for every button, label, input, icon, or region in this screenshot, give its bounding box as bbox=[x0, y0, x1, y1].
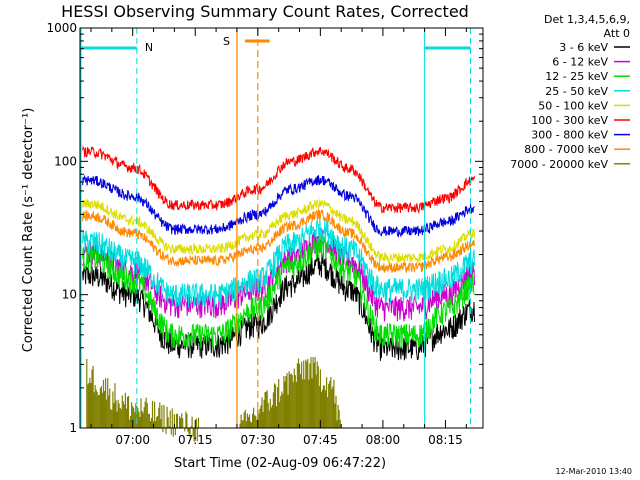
y-tick-label: 1000 bbox=[46, 21, 77, 35]
y-tick-label: 1 bbox=[69, 421, 77, 435]
y-axis-label: Corrected Count Rate (s⁻¹ detector⁻¹) bbox=[21, 108, 36, 353]
x-tick-label: 07:45 bbox=[303, 433, 338, 447]
series-0 bbox=[82, 253, 475, 361]
legend-label: 25 - 50 keV bbox=[545, 85, 608, 98]
legend-label: 300 - 800 keV bbox=[531, 129, 608, 142]
legend-label: 6 - 12 keV bbox=[552, 56, 608, 69]
series-6 bbox=[82, 174, 475, 238]
axes: 1 10 100 1000 07:00 07:15 07:30 07:45 08:00 08:15 bbox=[46, 21, 484, 447]
legend-label: 7000 - 20000 keV bbox=[510, 158, 608, 171]
series-8 bbox=[86, 357, 341, 442]
series-2 bbox=[82, 235, 475, 349]
footer-date: 12-Mar-2010 13:40 bbox=[556, 467, 633, 476]
series-7 bbox=[82, 208, 475, 274]
saa-label: S bbox=[223, 35, 230, 48]
y-tick-label: 100 bbox=[54, 154, 77, 168]
x-tick-label: 07:15 bbox=[178, 433, 213, 447]
legend-label: 50 - 100 keV bbox=[538, 99, 608, 112]
x-axis-label: Start Time (02-Aug-09 06:47:22) bbox=[174, 456, 386, 471]
legend-label: 3 - 6 keV bbox=[559, 41, 608, 54]
legend-label: 800 - 7000 keV bbox=[524, 143, 608, 156]
series-3 bbox=[82, 216, 475, 309]
y-tick-label: 10 bbox=[62, 288, 77, 302]
night-label: N bbox=[145, 41, 153, 54]
legend-label: 12 - 25 keV bbox=[545, 70, 608, 83]
series-5 bbox=[82, 145, 475, 215]
x-tick-label: 07:30 bbox=[241, 433, 276, 447]
legend-header-line1: Det 1,3,4,5,6,9, bbox=[544, 13, 630, 26]
plot-frame bbox=[79, 27, 484, 429]
x-tick-label: 08:15 bbox=[428, 433, 463, 447]
series-1 bbox=[82, 228, 475, 322]
chart-title: HESSI Observing Summary Count Rates, Cor… bbox=[61, 2, 469, 21]
legend-label: 100 - 300 keV bbox=[531, 114, 608, 127]
x-tick-label: 08:00 bbox=[366, 433, 401, 447]
legend-header-line2: Att 0 bbox=[604, 27, 630, 40]
series-4 bbox=[82, 199, 475, 264]
x-tick-label: 07:00 bbox=[115, 433, 150, 447]
